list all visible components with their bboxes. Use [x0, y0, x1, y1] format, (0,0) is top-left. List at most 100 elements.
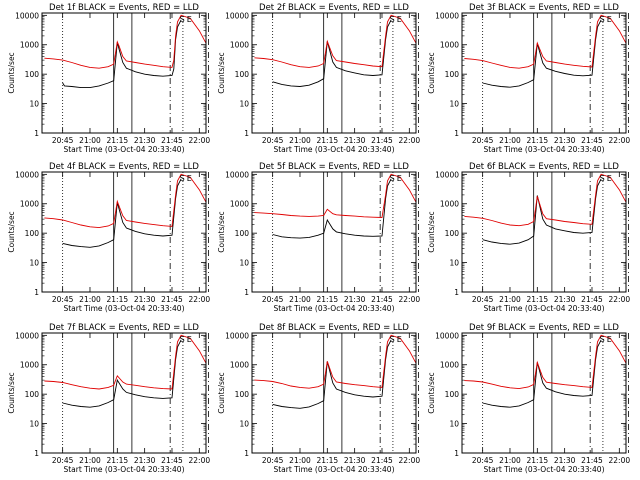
x-tick-label: 20:45	[52, 136, 74, 145]
panel-det-4: Det 4f BLACK = Events, RED = LLD S E 1 10 100…	[7, 162, 210, 313]
panel-det-1: Det 1f BLACK = Events, RED = LLD S E 1 10 100…	[7, 3, 210, 154]
segment-label: S	[180, 15, 185, 24]
segment-label: E	[187, 174, 192, 183]
y-tick-label: 100	[445, 390, 460, 399]
y-tick-label: 10000	[435, 11, 459, 20]
x-tick-label: 21:00	[499, 295, 521, 304]
y-tick-label: 100	[445, 70, 460, 79]
segment-label: E	[187, 335, 192, 344]
y-axis-label: Counts/sec	[7, 372, 16, 413]
events-series-line	[482, 19, 602, 88]
panel-det-5: Det 5f BLACK = Events, RED = LLD S E 1 10 100…	[217, 162, 420, 313]
y-tick-label: 1	[244, 288, 249, 297]
panel-det-2: Det 2f BLACK = Events, RED = LLD S E 1 10 100…	[217, 3, 420, 154]
x-tick-label: 22:00	[189, 456, 211, 465]
y-tick-label: 1000	[440, 361, 459, 370]
y-tick-label: 1000	[440, 200, 459, 209]
panel-title: Det 2f BLACK = Events, RED = LLD	[259, 3, 409, 13]
events-series-line	[272, 178, 392, 239]
panel-title: Det 4f BLACK = Events, RED = LLD	[49, 162, 199, 172]
x-tick-label: 21:30	[344, 456, 366, 465]
x-tick-label: 21:45	[161, 136, 183, 145]
plot-frame	[251, 12, 417, 134]
y-tick-label: 1	[34, 129, 39, 138]
segment-label: S	[600, 174, 605, 183]
y-tick-label: 100	[445, 229, 460, 238]
y-tick-label: 1000	[20, 361, 39, 370]
panel-title: Det 5f BLACK = Events, RED = LLD	[259, 162, 409, 172]
x-tick-label: 21:00	[289, 136, 311, 145]
y-tick-label: 100	[235, 70, 250, 79]
segment-label: E	[397, 174, 402, 183]
y-tick-label: 1	[34, 288, 39, 297]
segment-label: S	[390, 335, 395, 344]
y-tick-label: 10	[239, 259, 249, 268]
panel-det-3: Det 3f BLACK = Events, RED = LLD S E 1 10 100…	[427, 3, 630, 154]
x-tick-label: 21:30	[554, 136, 576, 145]
y-tick-label: 10	[29, 420, 39, 429]
y-tick-label: 100	[25, 390, 40, 399]
x-tick-label: 22:00	[399, 295, 421, 304]
y-axis-label: Counts/sec	[217, 372, 226, 413]
lld-series-line	[254, 14, 416, 68]
plot-frame	[251, 171, 417, 293]
events-series-line	[272, 19, 392, 87]
y-tick-label: 1000	[440, 41, 459, 50]
x-tick-label: 20:45	[472, 456, 494, 465]
x-tick-label: 21:45	[371, 136, 393, 145]
plot-frame	[461, 171, 627, 293]
x-tick-label: 21:45	[581, 136, 603, 145]
x-tick-label: 21:00	[499, 136, 521, 145]
y-tick-label: 10000	[225, 331, 249, 340]
segment-label: E	[607, 15, 612, 24]
y-tick-label: 100	[235, 229, 250, 238]
x-tick-label: 21:15	[527, 295, 549, 304]
y-tick-label: 1000	[20, 200, 39, 209]
y-tick-label: 10000	[225, 11, 249, 20]
y-tick-label: 10	[449, 259, 459, 268]
panel-title: Det 8f BLACK = Events, RED = LLD	[259, 323, 409, 333]
events-series-line	[272, 339, 392, 409]
events-series-line	[482, 178, 602, 245]
x-tick-label: 20:45	[262, 456, 284, 465]
plot-frame	[461, 12, 627, 134]
x-tick-label: 21:30	[554, 456, 576, 465]
lld-series-line	[464, 14, 626, 69]
x-tick-label: 21:15	[527, 136, 549, 145]
segment-label: S	[180, 335, 185, 344]
plot-frame	[41, 12, 207, 134]
x-tick-label: 21:30	[344, 136, 366, 145]
panel-det-8: Det 8f BLACK = Events, RED = LLD S E 1 10 100…	[217, 323, 420, 474]
panel-det-7: Det 7f BLACK = Events, RED = LLD S E 1 10 100…	[7, 323, 210, 474]
x-tick-label: 21:45	[371, 456, 393, 465]
x-tick-label: 22:00	[399, 456, 421, 465]
x-axis-label: Start Time (03-Oct-04 20:33:40)	[483, 304, 604, 313]
lld-series-line	[464, 173, 626, 227]
x-axis-label: Start Time (03-Oct-04 20:33:40)	[63, 145, 184, 154]
x-axis-label: Start Time (03-Oct-04 20:33:40)	[273, 465, 394, 474]
y-axis-label: Counts/sec	[427, 211, 436, 252]
x-tick-label: 21:30	[134, 136, 156, 145]
x-axis-label: Start Time (03-Oct-04 20:33:40)	[483, 145, 604, 154]
y-tick-label: 10	[29, 259, 39, 268]
lld-series-line	[464, 334, 626, 390]
y-tick-label: 1	[244, 129, 249, 138]
y-tick-label: 1000	[20, 41, 39, 50]
segment-label: S	[180, 174, 185, 183]
x-tick-label: 21:00	[79, 456, 101, 465]
x-tick-label: 21:00	[499, 456, 521, 465]
y-tick-label: 1	[454, 288, 459, 297]
plot-frame	[41, 171, 207, 293]
panel-title: Det 9f BLACK = Events, RED = LLD	[469, 323, 619, 333]
x-tick-label: 21:00	[289, 456, 311, 465]
segment-label: E	[187, 15, 192, 24]
segment-label: S	[390, 174, 395, 183]
segment-label: E	[607, 174, 612, 183]
y-tick-label: 1000	[230, 361, 249, 370]
x-axis-label: Start Time (03-Oct-04 20:33:40)	[63, 304, 184, 313]
x-tick-label: 20:45	[472, 136, 494, 145]
x-tick-label: 21:45	[371, 295, 393, 304]
x-tick-label: 21:45	[161, 456, 183, 465]
panel-det-6: Det 6f BLACK = Events, RED = LLD S E 1 10 100…	[427, 162, 630, 313]
